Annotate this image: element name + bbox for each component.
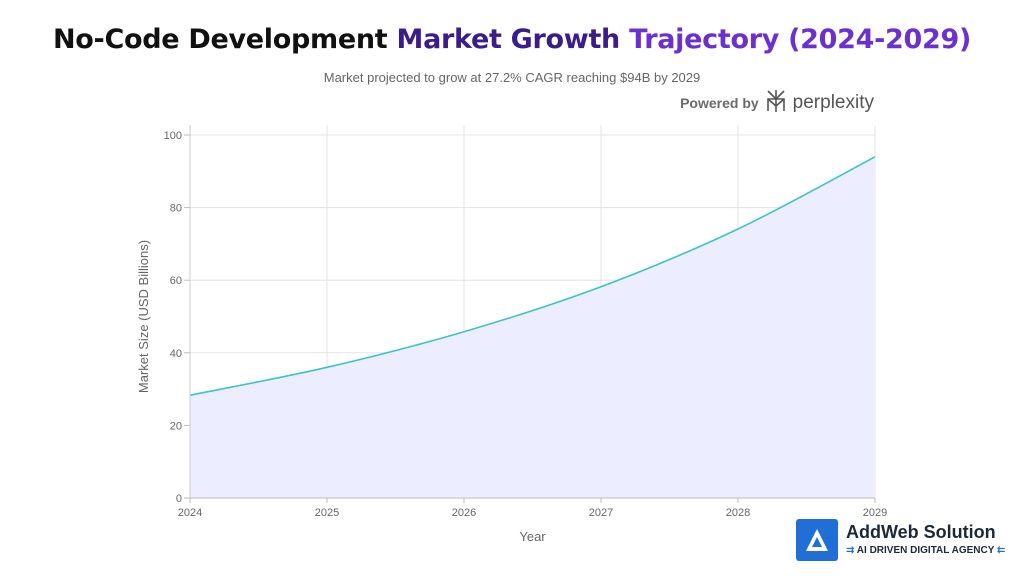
x-tick-label: 2028 bbox=[726, 507, 750, 519]
title-part-2: Market Growth bbox=[396, 24, 621, 55]
x-tick-label: 2025 bbox=[315, 507, 339, 519]
brand-tagline: AI DRIVEN DIGITAL AGENCY bbox=[856, 545, 995, 556]
y-tick-label: 40 bbox=[170, 348, 182, 360]
y-tick-label: 100 bbox=[164, 130, 182, 142]
addweb-logo-icon bbox=[796, 519, 838, 561]
arrow-left-icon: ⇇ bbox=[994, 545, 1006, 556]
y-tick-label: 0 bbox=[176, 493, 182, 505]
title-part-3: Trajectory (2024-2029) bbox=[629, 24, 971, 55]
axes: 0 20 40 60 80 100 2024 2025 2026 2027 2028 2029 bbox=[164, 125, 887, 519]
arrow-right-icon: ⇉ bbox=[846, 545, 857, 556]
y-tick-label: 60 bbox=[170, 275, 182, 287]
x-tick-label: 2026 bbox=[452, 507, 476, 519]
brand-name: AddWeb Solution bbox=[846, 522, 996, 542]
powered-by-badge: Powered by perplexity bbox=[680, 89, 874, 118]
y-axis-label: Market Size (USD Billions) bbox=[136, 240, 151, 393]
y-tick-label: 20 bbox=[170, 420, 182, 432]
chart-subtitle: Market projected to grow at 27.2% CAGR r… bbox=[323, 70, 701, 85]
y-tick-label: 80 bbox=[170, 203, 182, 215]
perplexity-logo-icon bbox=[765, 89, 787, 118]
powered-by-label: Powered by bbox=[680, 95, 759, 111]
x-tick-label: 2027 bbox=[589, 507, 613, 519]
brand-tagline-row: ⇉ AI DRIVEN DIGITAL AGENCY ⇇ bbox=[846, 544, 1005, 558]
x-axis-label: Year bbox=[519, 529, 546, 544]
chart-title: No-Code Development Market Growth Trajec… bbox=[0, 24, 1024, 55]
perplexity-wordmark: perplexity bbox=[792, 92, 874, 113]
x-tick-label: 2024 bbox=[178, 507, 202, 519]
title-part-1: No-Code Development bbox=[53, 24, 388, 55]
series-line bbox=[189, 156, 876, 397]
area-fill bbox=[190, 156, 875, 498]
x-tick-label: 2029 bbox=[863, 507, 887, 519]
addweb-branding: AddWeb Solution ⇉ AI DRIVEN DIGITAL AGEN… bbox=[796, 516, 1016, 564]
